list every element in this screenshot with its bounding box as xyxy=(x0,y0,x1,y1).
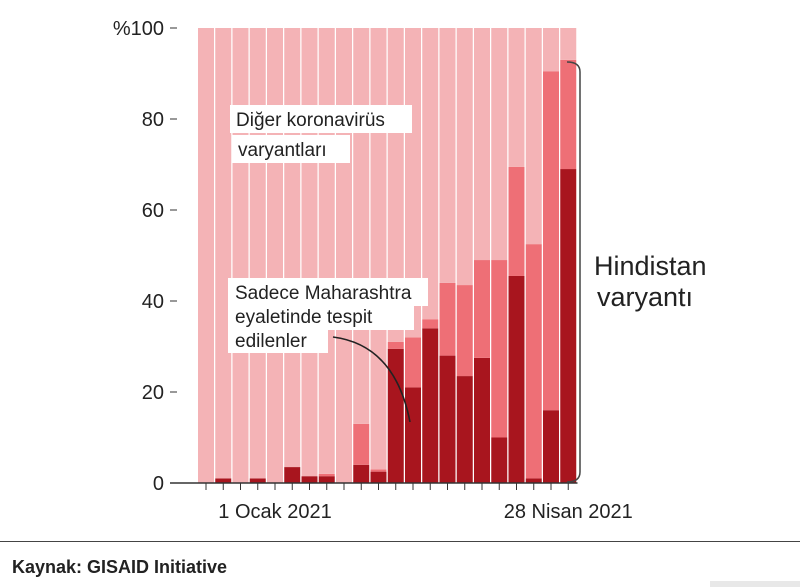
bar-10-series-2 xyxy=(370,28,387,470)
x-tick-label-0: 1 Ocak 2021 xyxy=(218,501,331,523)
bar-2-series-2 xyxy=(232,28,249,483)
bar-18-series-2 xyxy=(508,28,525,167)
footer-divider xyxy=(0,541,800,542)
bar-18-series-0 xyxy=(508,275,525,483)
bar-19-series-1 xyxy=(525,244,542,479)
bar-7-series-2 xyxy=(318,28,335,474)
y-tick-label-0: 0 xyxy=(153,473,164,495)
bar-12-series-1 xyxy=(405,337,421,388)
bar-5-series-0 xyxy=(284,467,301,483)
bar-6-series-2 xyxy=(301,28,318,477)
bar-16-series-1 xyxy=(474,260,490,358)
annotation-maharashtra: Sadece Maharashtra eyaletinde tespit edi… xyxy=(228,278,428,423)
bar-21-series-1 xyxy=(560,59,577,170)
bar-9-series-2 xyxy=(353,28,370,424)
annotation-maharashtra-line-1: Sadece Maharashtra xyxy=(235,283,412,304)
bar-15-series-1 xyxy=(456,285,473,377)
annotation-maharashtra-line-3: edilenler xyxy=(235,331,307,352)
bar-9-series-1 xyxy=(353,423,370,465)
bar-12-series-0 xyxy=(405,387,421,483)
bar-14-series-1 xyxy=(439,282,456,356)
y-tick-label-60: 60 xyxy=(142,200,164,222)
y-tick-label-20: 20 xyxy=(142,382,164,404)
bar-4-series-2 xyxy=(267,28,283,483)
hindistan-bracket: Hindistan varyantı xyxy=(566,61,707,483)
bracket-label-line-1: Hindistan xyxy=(594,251,707,281)
bar-9-series-0 xyxy=(353,464,370,483)
bar-6-series-0 xyxy=(301,476,318,483)
bar-14-series-2 xyxy=(439,28,456,283)
bar-13-series-0 xyxy=(422,328,439,483)
annotation-pointer-line xyxy=(332,336,411,423)
bar-13-series-2 xyxy=(422,28,439,320)
bar-17-series-0 xyxy=(491,437,508,483)
bar-20-series-2 xyxy=(543,28,559,72)
bar-5-series-2 xyxy=(284,28,301,468)
annotation-other-line-1: Diğer koronavirüs xyxy=(236,110,385,131)
bar-21-series-0 xyxy=(560,169,577,484)
y-tick-label-40: 40 xyxy=(142,291,164,313)
bar-17-series-1 xyxy=(491,260,508,438)
bar-16-series-2 xyxy=(474,28,490,261)
bar-14-series-0 xyxy=(439,355,456,483)
y-tick-label-100: %100 xyxy=(113,18,164,40)
bracket-label-line-2: varyantı xyxy=(597,282,693,312)
source-note: Kaynak: GISAID Initiative xyxy=(12,557,228,577)
bar-11-series-1 xyxy=(387,341,404,349)
bar-1-series-2 xyxy=(215,28,232,479)
y-tick-label-80: 80 xyxy=(142,109,164,131)
bar-19-series-0 xyxy=(525,478,542,483)
bar-3-series-0 xyxy=(249,478,266,483)
bar-10-series-0 xyxy=(370,471,387,484)
bar-7-series-0 xyxy=(318,476,335,483)
bar-13-series-1 xyxy=(422,319,439,329)
bar-19-series-2 xyxy=(525,28,542,245)
axes: 0 20 40 60 80 %100 1 Ocak 2021 28 Nisan 2021 xyxy=(113,18,633,523)
bar-15-series-2 xyxy=(456,28,473,286)
bar-17-series-2 xyxy=(491,28,508,261)
bar-7-series-1 xyxy=(318,473,335,477)
bar-1-series-0 xyxy=(215,478,232,483)
corner-decoration xyxy=(710,581,800,587)
bar-20-series-0 xyxy=(543,410,559,483)
bar-21-series-2 xyxy=(560,28,577,60)
bar-20-series-1 xyxy=(543,71,559,411)
stacked-bar-chart: 0 20 40 60 80 %100 1 Ocak 2021 28 Nisan 2021 Di… xyxy=(113,18,707,523)
bar-16-series-0 xyxy=(474,357,490,484)
bracket-line xyxy=(566,61,581,483)
annotation-maharashtra-line-2: eyaletinde tespit xyxy=(235,307,373,328)
annotation-other-line-2: varyantları xyxy=(238,140,327,161)
bar-3-series-2 xyxy=(249,28,266,479)
bar-15-series-0 xyxy=(456,376,473,483)
x-tick-label-1: 28 Nisan 2021 xyxy=(504,501,633,523)
bar-8-series-2 xyxy=(336,28,352,483)
bar-10-series-1 xyxy=(370,469,387,472)
bars xyxy=(198,28,577,484)
bar-0-series-2 xyxy=(198,28,214,483)
bar-18-series-1 xyxy=(508,166,525,276)
annotation-other-variants: Diğer koronavirüs varyantları xyxy=(230,105,412,163)
bar-11-series-0 xyxy=(387,348,404,483)
